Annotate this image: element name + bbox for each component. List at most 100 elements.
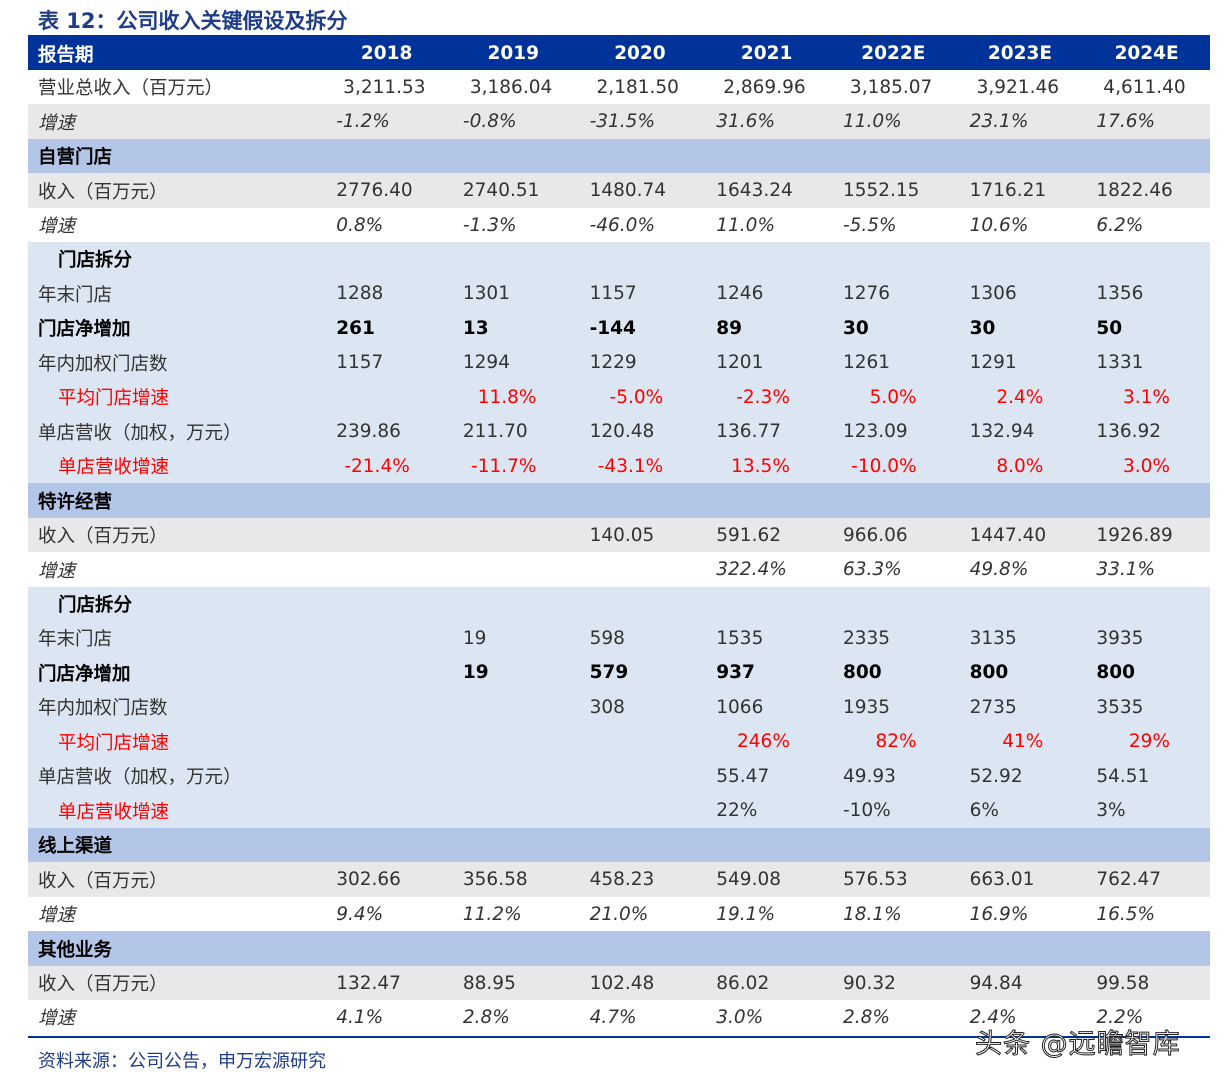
row-label: 收入（百万元） [38, 181, 168, 203]
section-header-row: 线上渠道 [28, 827, 1210, 863]
table-row: 年末门店 19 598 1535 2335 3135 3935 [28, 621, 1210, 656]
cell-value: 1480.74 [589, 180, 667, 202]
cell-value: 54.51 [1096, 765, 1150, 787]
cell-value: 3,185.07 [849, 76, 933, 98]
cell-value: 1552.15 [842, 180, 920, 202]
cell-value: 136.77 [716, 421, 781, 443]
header-year: 2020 [614, 43, 666, 64]
cell-value: 22% [716, 800, 758, 822]
table-row: 收入（百万元） 132.47 88.95 102.48 86.02 90.32 94.84 9… [28, 965, 1210, 1001]
cell-value: 598 [589, 627, 625, 649]
cell-value: -21.4% [344, 455, 410, 477]
cell-value: -0.8% [462, 111, 517, 133]
header-year: 2019 [487, 43, 540, 64]
cell-value: 132.94 [969, 421, 1035, 443]
cell-value: 3535 [1096, 696, 1144, 718]
row-label: 单店营收增速 [58, 801, 170, 823]
cell-value: 6% [969, 800, 999, 822]
cell-value: 29% [1128, 731, 1171, 753]
cell-value: 11.2% [462, 903, 522, 925]
cell-value: 11.0% [716, 214, 776, 236]
header-year: 2022E [861, 43, 926, 64]
cell-value: 246% [737, 731, 790, 753]
section-header-row: 自营门店 [28, 138, 1210, 174]
row-label: 年内加权门店数 [38, 353, 168, 375]
row-label: 门店拆分 [58, 250, 133, 272]
cell-value: -11.7% [471, 455, 537, 477]
cell-value: 10.6% [969, 214, 1029, 236]
cell-value: -5.5% [842, 214, 897, 236]
cell-value: 1066 [716, 696, 764, 718]
cell-value: 86.02 [716, 972, 770, 994]
cell-value: -1.2% [336, 111, 390, 133]
cell-value: 261 [336, 317, 375, 339]
cell-value: 88.95 [462, 972, 516, 994]
cell-value: 5.0% [869, 386, 917, 408]
row-label: 年末门店 [38, 284, 113, 306]
cell-value: 3135 [969, 627, 1017, 649]
header-year: 2023E [987, 43, 1053, 64]
table-title: 表 12：公司收入关键假设及拆分 [38, 9, 348, 33]
cell-value: -1.3% [462, 214, 517, 236]
cell-value: 1447.40 [969, 524, 1047, 546]
cell-value: 1291 [969, 352, 1017, 374]
cell-value: 16.9% [969, 903, 1029, 925]
cell-value: 2735 [969, 696, 1017, 718]
cell-value: 55.47 [716, 765, 770, 787]
table-row: 增速 322.4% 63.3% 49.8% 33.1% [28, 552, 1210, 587]
cell-value: -144 [589, 317, 636, 339]
cell-value: 966.06 [842, 524, 908, 546]
cell-value: 3,186.04 [469, 76, 553, 98]
cell-value: 89 [716, 317, 743, 339]
cell-value: 663.01 [969, 869, 1035, 891]
cell-value: 90.32 [842, 972, 896, 994]
cell-value: 1229 [589, 352, 637, 374]
cell-value: 63.3% [842, 559, 902, 581]
cell-value: 132.47 [336, 972, 401, 994]
table-row: 门店拆分 [28, 242, 1210, 277]
cell-value: 356.58 [462, 869, 528, 891]
cell-value: 1157 [589, 283, 637, 305]
cell-value: 3935 [1096, 627, 1144, 649]
cell-value: 549.08 [716, 869, 781, 891]
cell-value: -31.5% [589, 111, 656, 133]
table-row: 收入（百万元） 140.05 591.62 966.06 1447.40 1926.89 [28, 517, 1210, 553]
row-label: 收入（百万元） [38, 526, 168, 548]
row-label: 增速 [38, 112, 76, 134]
cell-value: 2776.40 [336, 180, 413, 202]
cell-value: 2335 [842, 627, 891, 649]
cell-value: 1331 [1096, 352, 1144, 374]
table-row: 单店营收（加权，万元） 239.86 211.70 120.48 136.77 123.0… [28, 414, 1210, 449]
cell-value: -2.3% [736, 386, 790, 408]
cell-value: 3.0% [716, 1006, 764, 1028]
cell-value: 1822.46 [1096, 180, 1173, 202]
row-label: 增速 [38, 1008, 76, 1030]
cell-value: 800 [1096, 662, 1135, 684]
cell-value: 102.48 [589, 972, 655, 994]
cell-value: 4.1% [336, 1006, 384, 1028]
table-row: 年内加权门店数 308 1066 1935 2735 3535 [28, 690, 1210, 725]
header-label: 报告期 [38, 44, 94, 66]
table-row: 增速 9.4% 11.2% 21.0% 19.1% 18.1% 16.9% 16.5% [28, 896, 1210, 932]
cell-value: 19 [462, 627, 487, 649]
table-row: 年末门店 1288 1301 1157 1246 1276 1306 1356 [28, 276, 1210, 312]
cell-value: 3.0% [1123, 455, 1171, 477]
cell-value: 49.93 [842, 765, 896, 787]
row-label: 特许经营 [38, 491, 113, 513]
cell-value: 800 [969, 662, 1009, 684]
cell-value: 82% [875, 731, 917, 753]
cell-value: 1288 [336, 283, 384, 305]
row-label: 增速 [38, 560, 76, 582]
cell-value: 6.2% [1096, 214, 1144, 236]
header-year: 2024E [1114, 43, 1179, 64]
cell-value: 800 [842, 662, 882, 684]
cell-value: 937 [716, 662, 755, 684]
cell-value: 52.92 [969, 765, 1023, 787]
cell-value: 2.8% [842, 1006, 890, 1028]
cell-value: 9.4% [336, 903, 384, 925]
cell-value: -46.0% [589, 214, 656, 236]
cell-value: 3,921.46 [976, 76, 1059, 98]
row-label: 增速 [38, 216, 76, 238]
cell-value: -43.1% [597, 455, 664, 477]
row-label: 平均门店增速 [58, 388, 170, 410]
